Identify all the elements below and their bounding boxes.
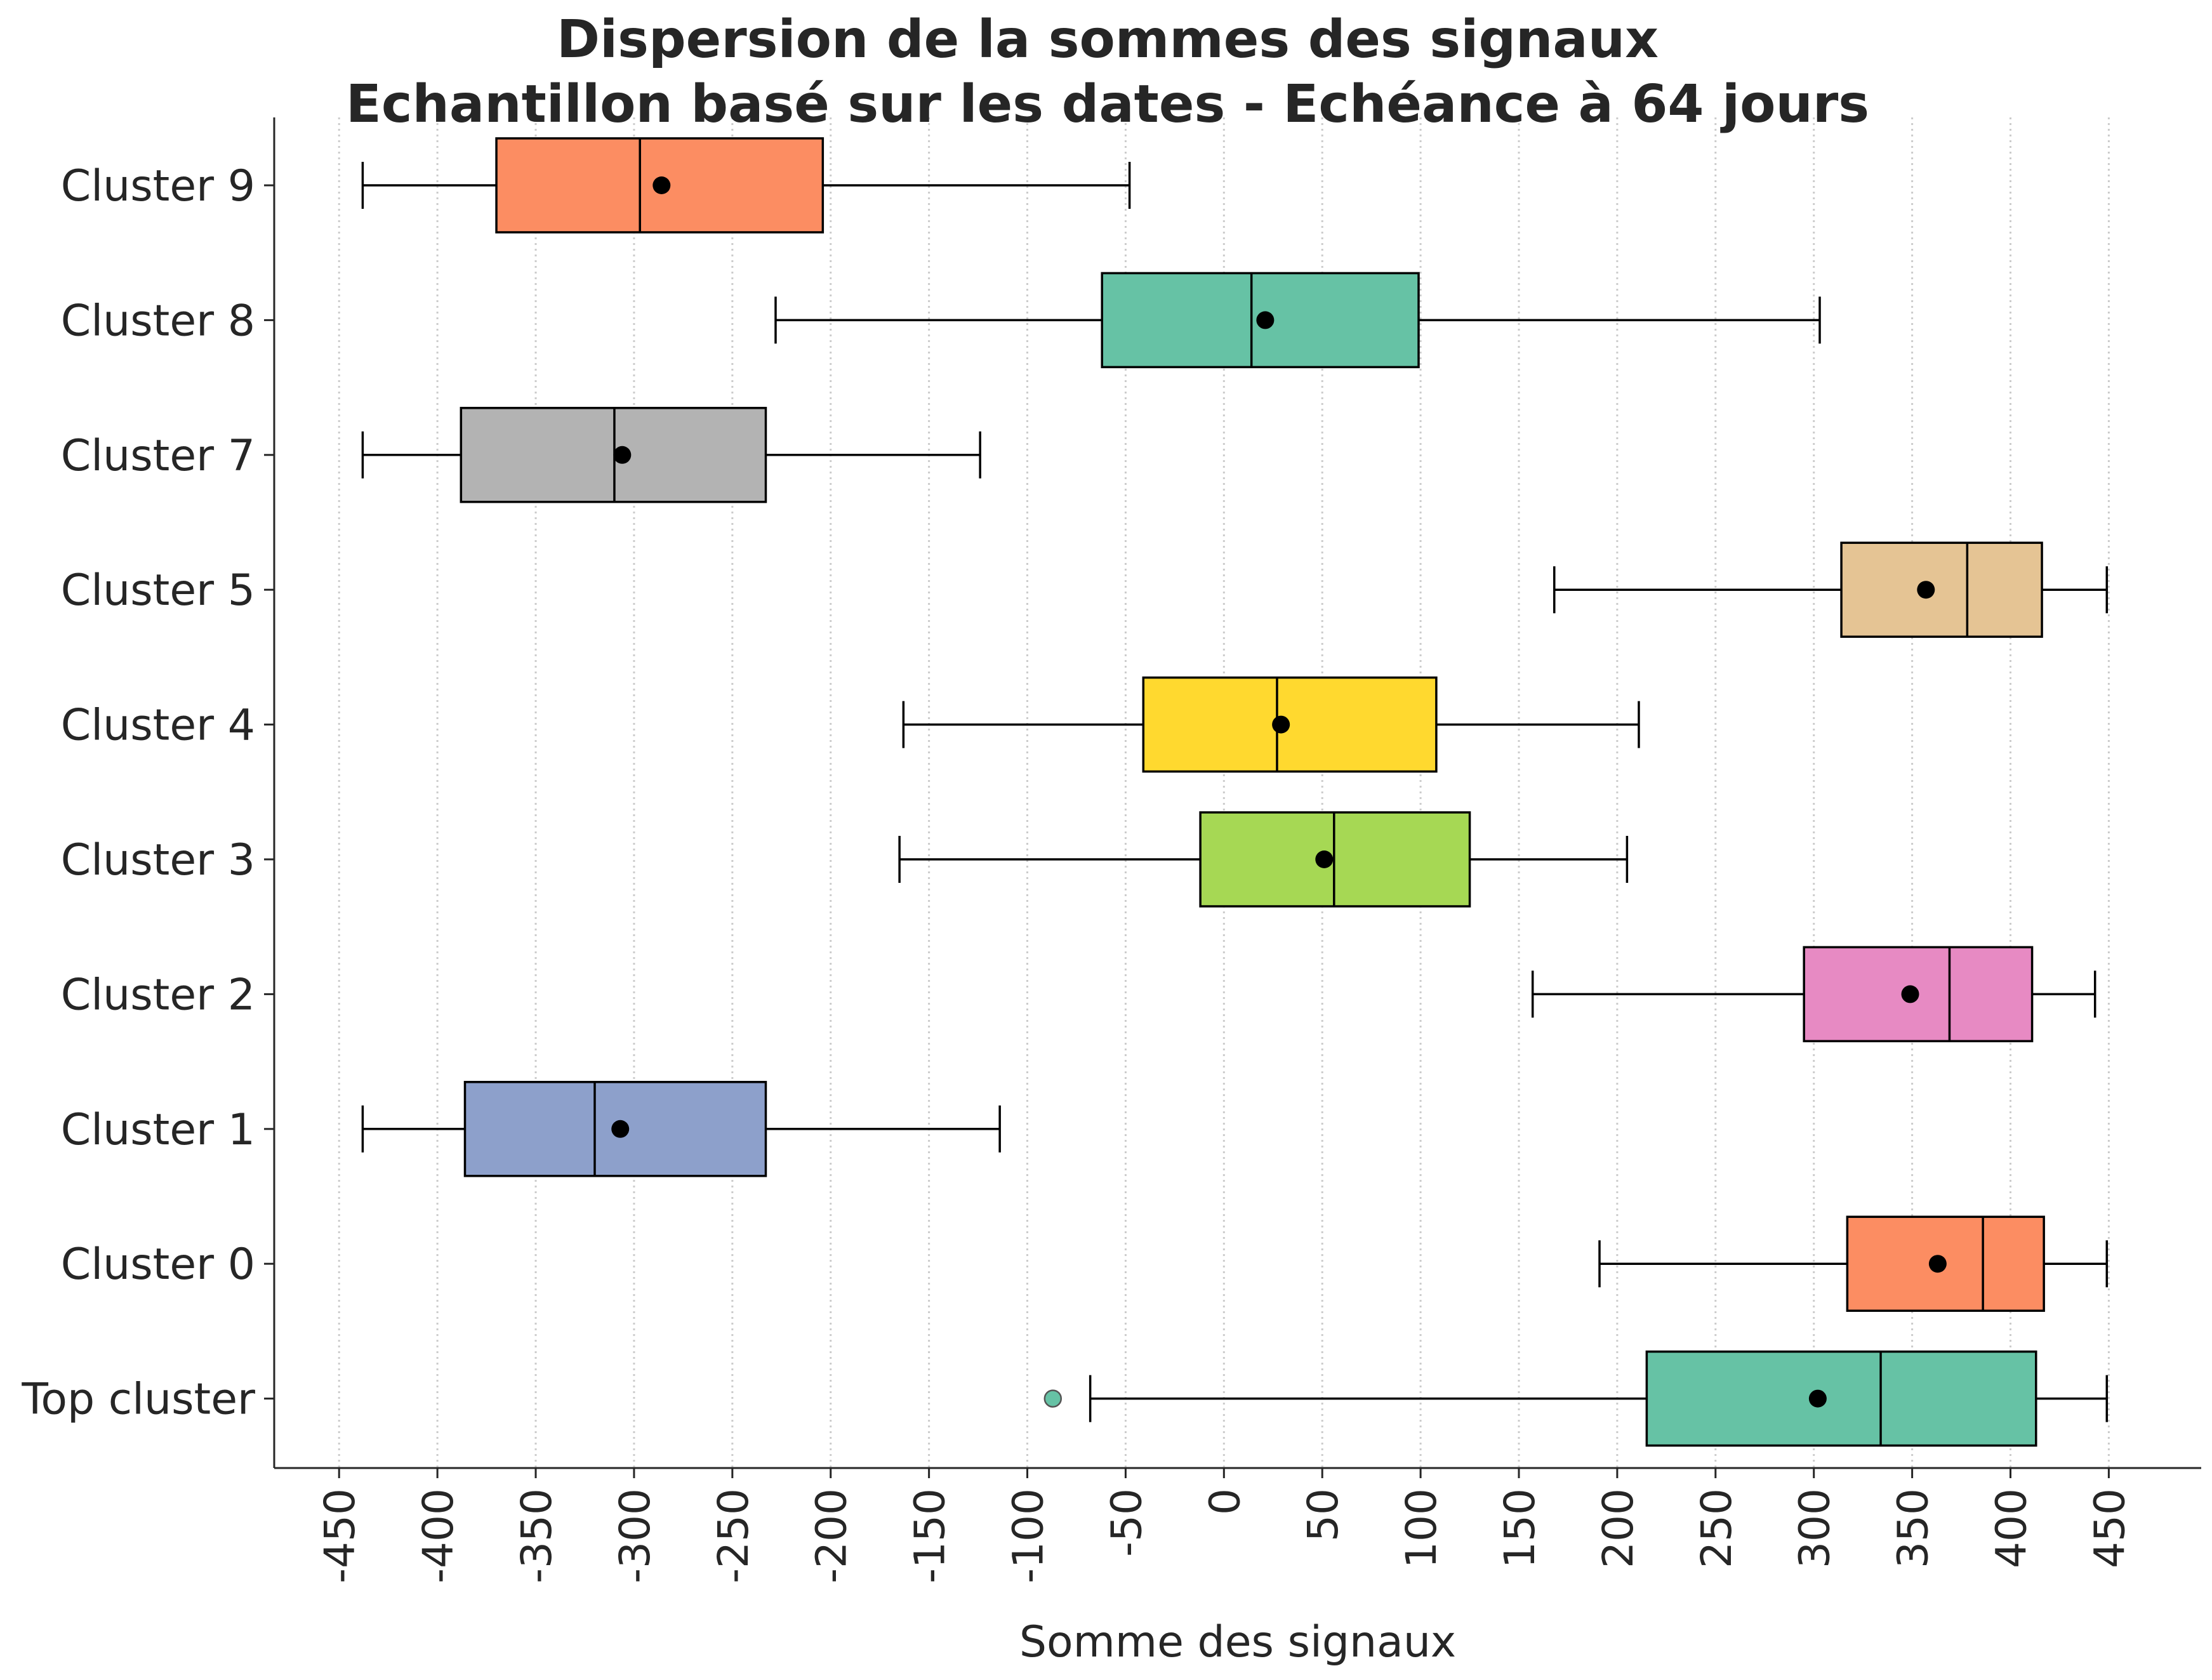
box-group	[361, 1081, 1001, 1177]
x-tick-label: -400	[414, 1488, 463, 1584]
x-tick-label: 0	[1200, 1488, 1249, 1515]
y-tick-label: Cluster 4	[61, 701, 255, 751]
x-tick-label: 350	[1889, 1488, 1938, 1568]
box-group	[774, 272, 1821, 369]
x-tick-label: 300	[1791, 1488, 1839, 1568]
mean-point	[1256, 311, 1275, 329]
y-tick-label: Top cluster	[21, 1375, 255, 1425]
y-tick-label: Cluster 2	[61, 970, 255, 1020]
x-tick-label: -350	[512, 1488, 561, 1584]
box-group	[1043, 1350, 2109, 1447]
mean-point	[1272, 715, 1290, 734]
x-tick-label: 400	[1987, 1488, 2036, 1568]
y-tick-label: Cluster 1	[61, 1105, 255, 1155]
box-group	[898, 811, 1629, 908]
x-tick-label: 100	[1397, 1488, 1446, 1568]
x-tick-label: 200	[1594, 1488, 1643, 1568]
box-group	[902, 676, 1640, 773]
box	[1840, 541, 2043, 638]
x-tick-label: -450	[315, 1488, 364, 1584]
y-tick-label: Cluster 7	[61, 431, 255, 481]
y-tick-label: Cluster 9	[61, 161, 255, 211]
x-tick-label: -150	[906, 1488, 955, 1584]
chart-title-line-1: Dispersion de la sommes des signaux	[557, 10, 1659, 70]
x-ticks: -450 -400 -350 -300 -250 -200 -150 -100 -50 0 50 10…	[315, 1468, 2134, 1584]
y-tick-label: Cluster 0	[61, 1240, 255, 1290]
mean-point	[1917, 581, 1935, 599]
mean-point	[1808, 1389, 1827, 1408]
axes	[273, 117, 2201, 1469]
x-tick-label: -300	[611, 1488, 659, 1584]
x-tick-label: 250	[1692, 1488, 1741, 1568]
mean-point	[613, 446, 632, 464]
mean-point	[1901, 985, 1919, 1003]
box-group	[1553, 541, 2109, 638]
x-tick-label: 150	[1495, 1488, 1544, 1568]
y-tick-label: Cluster 8	[61, 296, 255, 346]
outlier-point	[1043, 1389, 1063, 1408]
x-tick-label: 450	[2085, 1488, 2134, 1568]
mean-point	[1928, 1255, 1947, 1273]
x-tick-label: -50	[1102, 1488, 1151, 1557]
mean-point	[1315, 850, 1334, 868]
box-group	[361, 137, 1131, 234]
box-group	[361, 407, 981, 503]
x-tick-label: -100	[1004, 1488, 1053, 1584]
x-axis-label: Somme des signaux	[1019, 1617, 1456, 1667]
mean-point	[611, 1120, 630, 1138]
x-tick-label: 50	[1299, 1488, 1348, 1542]
y-tick-label: Cluster 5	[61, 566, 255, 616]
y-tick-label: Cluster 3	[61, 835, 255, 885]
boxes-layer	[361, 137, 2109, 1447]
mean-point	[652, 176, 671, 194]
chart-title-line-2: Echantillon basé sur les dates - Echéanc…	[346, 74, 1869, 135]
box-group	[1531, 946, 2096, 1043]
x-tick-label: -250	[709, 1488, 758, 1584]
box	[1645, 1350, 2037, 1447]
x-tick-label: -200	[807, 1488, 856, 1584]
y-ticks: Cluster 9 Cluster 8 Cluster 7 Cluster 5 Clus…	[21, 161, 274, 1425]
box-group	[1598, 1215, 2109, 1312]
